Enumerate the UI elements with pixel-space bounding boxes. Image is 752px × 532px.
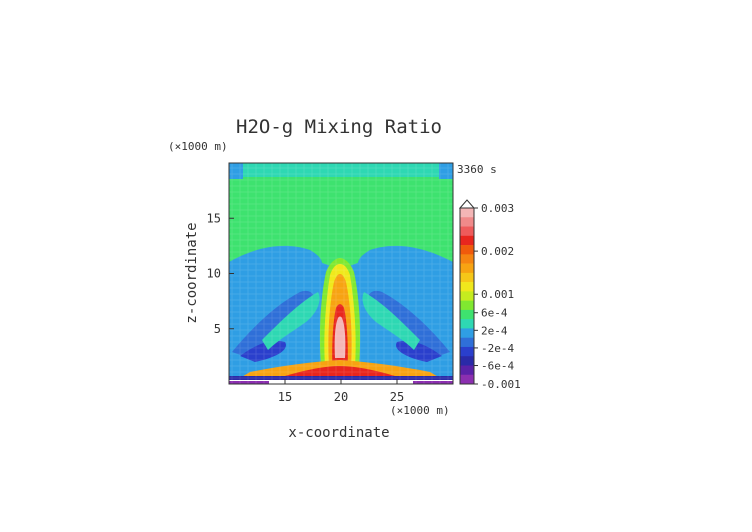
x-axis-label: x-coordinate [288, 425, 389, 441]
colorbar-segment [460, 337, 474, 348]
x-tick-label: 15 [278, 390, 292, 404]
colorbar-segment [460, 365, 474, 376]
colorbar-segment [460, 374, 474, 385]
colorbar-frame [459, 207, 475, 385]
y-tick-label: 15 [207, 211, 221, 225]
colorbar-label: 6e-4 [481, 307, 508, 320]
colorbar-segment [460, 291, 474, 301]
y-unit-label: (×1000 m) [168, 140, 228, 153]
colorbar-segment [460, 226, 474, 237]
colorbar-label: -0.001 [481, 378, 521, 391]
x-tick-label: 20 [334, 390, 348, 404]
colorbar-segment [460, 272, 474, 283]
colorbar-label: 2e-4 [481, 324, 508, 337]
chart-title: H2O-g Mixing Ratio [236, 116, 442, 138]
y-axis-label: z-coordinate [184, 222, 200, 323]
colorbar-segment [460, 263, 474, 274]
colorbar-segment [460, 245, 474, 255]
colorbar-segment [460, 300, 474, 311]
colorbar-segment [460, 282, 474, 292]
colorbar-segment [460, 319, 474, 329]
x-unit-label: (×1000 m) [390, 404, 450, 417]
y-tick-label: 5 [214, 322, 221, 336]
colorbar-segment [460, 254, 474, 264]
colorbar-label: -6e-4 [481, 360, 514, 373]
y-tick-label: 10 [207, 267, 221, 281]
colorbar-segment [460, 346, 474, 357]
colorbar-segment [460, 208, 474, 218]
colorbar-segment [460, 328, 474, 338]
colorbar-label: 0.003 [481, 202, 514, 215]
colorbar-segment [460, 309, 474, 320]
colorbar: 0.003 0.002 0.001 6e-4 2e-4 -2e-4 -6e-4 -0.001 [458, 199, 521, 391]
field-grid-overlay [229, 163, 453, 384]
colorbar-label: 0.001 [481, 288, 514, 301]
colorbar-segment [460, 217, 474, 227]
colorbar-segment [460, 356, 474, 366]
colorbar-top-triangle [458, 199, 476, 209]
time-label: 3360 s [457, 163, 497, 176]
heatmap-field [229, 163, 453, 384]
colorbar-segment [460, 235, 474, 246]
x-tick-label: 25 [390, 390, 404, 404]
colorbar-label: -2e-4 [481, 342, 514, 355]
axes: 15 20 25 5 10 15 [207, 211, 405, 404]
colorbar-label: 0.002 [481, 245, 514, 258]
